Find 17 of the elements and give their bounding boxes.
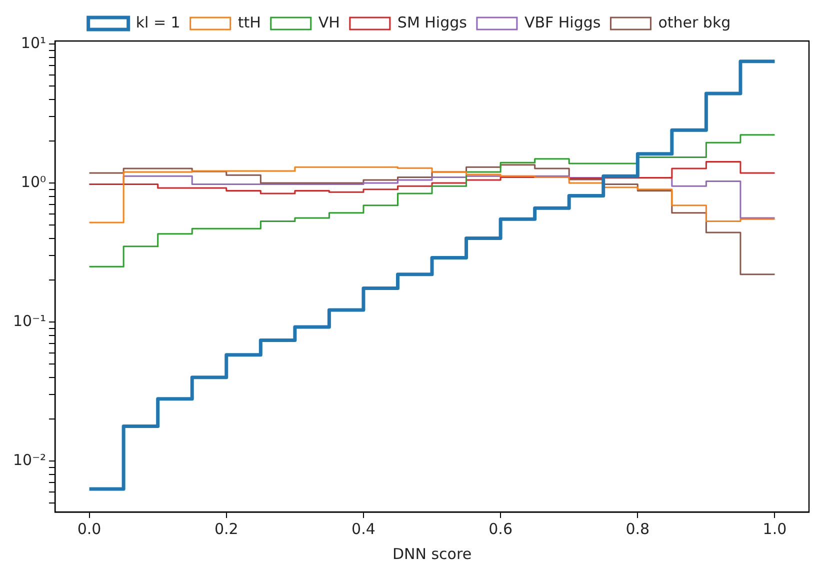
legend-label: VBF Higgs [524, 13, 601, 32]
x-axis-title: DNN score [392, 544, 472, 563]
x-tick-label: 1.0 [762, 520, 787, 538]
x-tick-label: 0.4 [352, 520, 376, 538]
legend-label: SM Higgs [397, 13, 468, 32]
legend-label: ttH [238, 13, 261, 32]
x-tick-label: 0.2 [214, 520, 238, 538]
y-tick-label: 10⁰ [20, 172, 46, 191]
legend-label: kl = 1 [136, 13, 180, 32]
legend-label: VH [318, 13, 340, 32]
x-tick-label: 0.8 [626, 520, 650, 538]
y-tick-label: 10⁻² [12, 450, 46, 469]
x-tick-label: 0.0 [77, 520, 102, 538]
y-tick-label: 10¹ [20, 34, 46, 52]
x-tick-label: 0.6 [488, 520, 512, 538]
legend-label: other bkg [658, 13, 731, 32]
y-tick-label: 10⁻¹ [12, 312, 46, 330]
